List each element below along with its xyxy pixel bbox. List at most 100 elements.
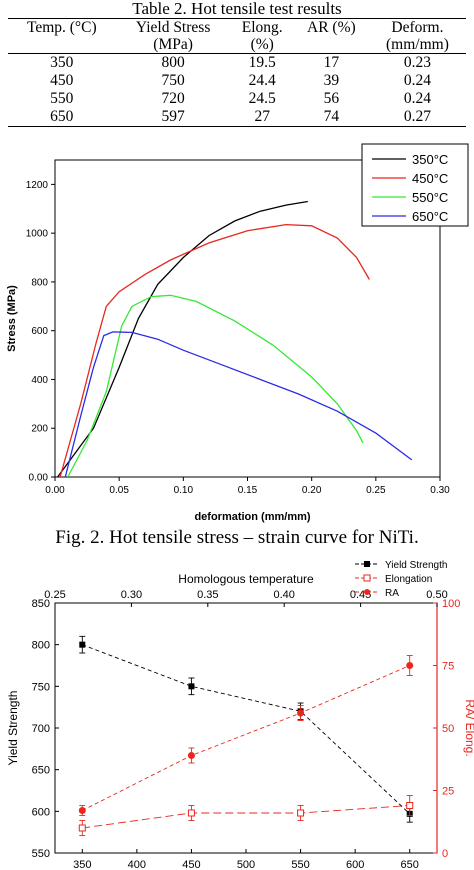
table-caption: Table 2. Hot tensile test results xyxy=(132,0,342,18)
column-header: AR (%) xyxy=(294,19,369,54)
y-tick-label: 800 xyxy=(31,277,48,288)
legend-box xyxy=(361,143,469,227)
x-axis-label: deformation (mm/mm) xyxy=(194,511,310,523)
table-cell: 39 xyxy=(323,72,340,89)
y-tick-label: 400 xyxy=(31,375,48,386)
column-header-line: (mm/mm) xyxy=(386,36,449,53)
table-cell: 750 xyxy=(161,72,185,89)
table-body: 350 800 19.5 17 0.23 450 750 24.4 39 0.24 550 720 24… xyxy=(8,54,466,127)
x-tick-label: 0.20 xyxy=(302,485,322,496)
table-cell: 0.24 xyxy=(403,72,432,89)
x-tick-label: 450 xyxy=(182,859,200,870)
column-header-line: (%) xyxy=(250,36,274,53)
column-header: Temp. (°C) xyxy=(8,19,116,54)
x-tick-label: 0.25 xyxy=(366,485,386,496)
column-header-line: Elong. xyxy=(241,19,283,36)
data-point xyxy=(187,809,195,817)
y-right-tick-label: 0 xyxy=(442,848,448,860)
table-row: 650 597 27 74 0.27 xyxy=(8,108,466,127)
data-point xyxy=(188,683,195,690)
data-point xyxy=(79,641,86,648)
top-tick-label: 0.30 xyxy=(121,589,142,601)
column-header: Deform. (mm/mm) xyxy=(369,19,466,54)
legend-label: Yield Strength xyxy=(385,560,447,571)
table-cell: 550 xyxy=(50,90,74,107)
legend-label: 550°C xyxy=(412,190,448,205)
table-cell: 0.27 xyxy=(403,108,432,125)
column-header-line: Yield Stress xyxy=(135,19,211,36)
x-tick-label: 0.10 xyxy=(174,485,194,496)
legend-label: 350°C xyxy=(412,152,448,167)
legend-label: 650°C xyxy=(412,209,448,224)
legend-marker xyxy=(364,589,370,595)
table-row: 450 750 24.4 39 0.24 xyxy=(8,72,466,90)
x-tick-label: 400 xyxy=(128,859,146,870)
y-tick-label: 550 xyxy=(32,848,50,860)
table-row: 550 720 24.5 56 0.24 xyxy=(8,90,466,108)
table-cell: 800 xyxy=(161,54,185,71)
table-header-row: Temp. (°C) Yield Stress (MPa) Elong. (%) AR (… xyxy=(8,18,466,54)
figure-caption: Fig. 2. Hot tensile stress – strain curv… xyxy=(55,527,419,548)
top-axis-label: Homologous temperature xyxy=(178,572,314,586)
x-tick-label: 0.30 xyxy=(430,485,450,496)
y-tick-label: 650 xyxy=(32,765,50,777)
y-tick-label: 0.00 xyxy=(29,473,49,484)
column-header-line: Deform. xyxy=(391,19,444,36)
x-tick-label: 0.15 xyxy=(238,485,258,496)
y-right-tick-label: 100 xyxy=(442,598,460,610)
y-right-tick-label: 25 xyxy=(442,786,454,798)
column-header: Elong. (%) xyxy=(231,19,294,54)
x-tick-label: 550 xyxy=(291,859,309,870)
y-axis-label: Yield Strength xyxy=(6,691,20,766)
table-cell: 720 xyxy=(161,90,185,107)
column-header-line: Temp. (°C) xyxy=(26,19,97,36)
table-cell: 24.4 xyxy=(248,72,276,89)
series-line xyxy=(57,200,308,478)
table-cell: 0.23 xyxy=(403,54,432,71)
legend-label: 450°C xyxy=(412,171,448,186)
table-cell: 17 xyxy=(323,54,340,71)
y-tick-label: 800 xyxy=(32,640,50,652)
series-line xyxy=(82,644,411,815)
table-cell: 0.24 xyxy=(403,90,432,107)
y-tick-label: 750 xyxy=(32,681,50,693)
y-right-tick-label: 75 xyxy=(442,661,454,673)
y-tick-label: 600 xyxy=(31,326,48,337)
y-tick-label: 1200 xyxy=(26,180,49,191)
data-point xyxy=(78,807,86,814)
top-tick-label: 0.25 xyxy=(44,589,65,601)
table-row: 350 800 19.5 17 0.23 xyxy=(8,54,466,73)
y-tick-label: 600 xyxy=(32,806,50,818)
column-header: Yield Stress (MPa) xyxy=(116,19,231,54)
table-cell: 56 xyxy=(323,90,340,107)
top-tick-label: 0.50 xyxy=(426,589,447,601)
y-right-tick-label: 50 xyxy=(442,723,454,735)
series-line xyxy=(82,665,410,811)
data-point xyxy=(406,802,414,809)
data-point xyxy=(78,824,86,832)
stress-strain-chart: 0.00 0.05 0.10 0.15 0.20 0.25 0.30 0.00 200 400 60… xyxy=(6,143,469,523)
table-cell: 24.5 xyxy=(248,90,276,107)
table-cell: 350 xyxy=(50,54,74,71)
y-tick-label: 200 xyxy=(31,424,48,435)
data-point xyxy=(297,709,305,717)
x-tick-label: 500 xyxy=(237,859,255,870)
table-cell: 19.5 xyxy=(248,54,276,71)
series-line xyxy=(82,805,410,829)
plot-frame xyxy=(54,602,438,854)
series-line xyxy=(67,294,364,478)
table-cell: 74 xyxy=(323,108,340,125)
table-cell: 27 xyxy=(254,108,270,125)
series-line xyxy=(64,331,413,478)
column-header-line: (MPa) xyxy=(153,36,193,53)
table-cell: 650 xyxy=(50,108,74,125)
legend-marker xyxy=(364,561,370,567)
table-cell: 597 xyxy=(161,108,185,125)
data-point xyxy=(406,662,414,669)
x-tick-label: 0.00 xyxy=(45,485,65,496)
data-point xyxy=(297,809,305,817)
legend-label: Elongation xyxy=(385,574,432,585)
series-line xyxy=(59,223,370,478)
y-right-axis-label: RA/ Elong. xyxy=(463,699,474,756)
